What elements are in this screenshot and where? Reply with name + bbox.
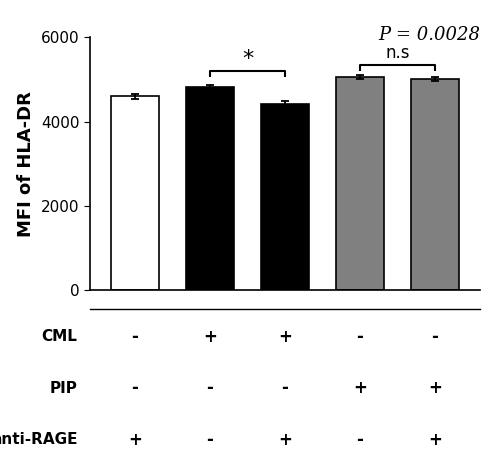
Text: CML: CML	[42, 329, 78, 344]
Text: -: -	[282, 380, 288, 397]
Bar	[410, 79, 460, 290]
Text: +: +	[278, 431, 292, 449]
Text: +: +	[278, 328, 292, 346]
Text: -: -	[356, 431, 364, 449]
Text: +: +	[353, 380, 367, 397]
Bar	[260, 104, 310, 290]
Bar	[336, 77, 384, 290]
Text: +: +	[203, 328, 217, 346]
Text: +: +	[428, 380, 442, 397]
Bar	[110, 96, 160, 290]
Text: +: +	[128, 431, 142, 449]
Text: +: +	[428, 431, 442, 449]
Text: -: -	[432, 328, 438, 346]
Text: PIP: PIP	[50, 381, 78, 396]
Text: *: *	[242, 49, 253, 69]
Text: -: -	[206, 380, 214, 397]
Text: anti-RAGE: anti-RAGE	[0, 432, 78, 447]
Text: -: -	[206, 431, 214, 449]
Text: -: -	[132, 328, 138, 346]
Text: -: -	[132, 380, 138, 397]
Bar	[186, 87, 234, 290]
Text: n.s: n.s	[386, 44, 410, 62]
Y-axis label: MFI of HLA-DR: MFI of HLA-DR	[18, 91, 36, 237]
Text: -: -	[356, 328, 364, 346]
Text: P = 0.0028: P = 0.0028	[378, 26, 480, 44]
